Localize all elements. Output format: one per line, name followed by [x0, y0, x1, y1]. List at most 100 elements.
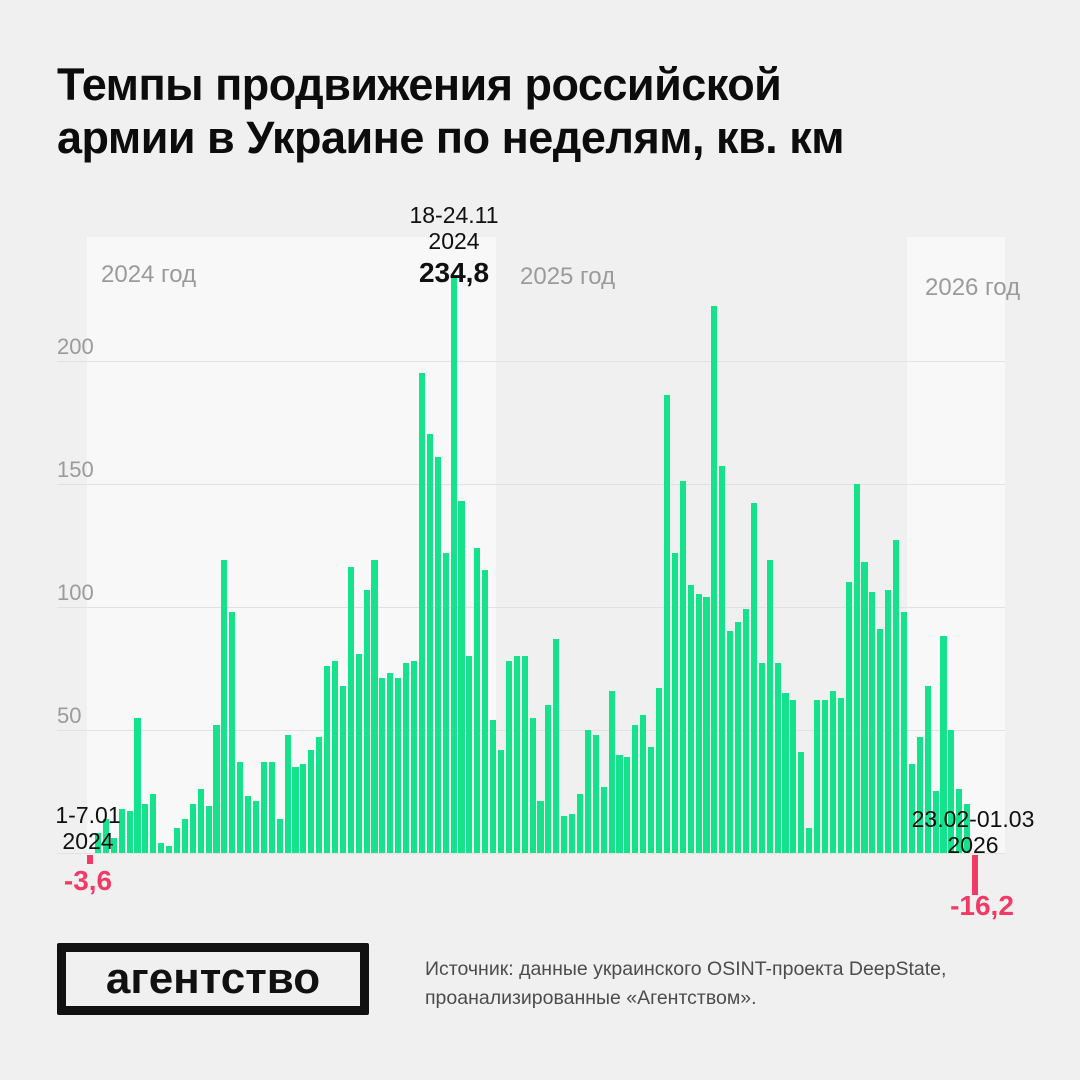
bar-week-16 — [205, 806, 212, 853]
bar-week-54 — [505, 660, 512, 853]
bar-week-7 — [134, 717, 141, 853]
bar-week-110 — [948, 729, 955, 853]
bar-week-23 — [260, 761, 267, 853]
bar-week-113 — [972, 855, 979, 895]
agentstvo-logo-text: агентство — [105, 954, 321, 1003]
bar-week-72 — [648, 747, 655, 853]
peak-date-line1: 18-24.11 — [409, 202, 499, 228]
bar-week-77 — [687, 584, 694, 853]
bar-week-67 — [608, 690, 615, 853]
page-title-line1: Темпы продвижения российской — [57, 59, 782, 110]
bar-week-30 — [316, 737, 323, 853]
bar-week-73 — [655, 688, 663, 853]
bar-week-90 — [790, 700, 797, 853]
page-title-line2: армии в Украине по неделям, кв. км — [57, 112, 845, 164]
bar-week-40 — [395, 678, 402, 853]
bar-week-111 — [956, 788, 963, 853]
bar-week-51 — [482, 569, 489, 853]
bar-week-103 — [893, 540, 900, 853]
first-week-annotation-value: -3,6 — [63, 865, 113, 896]
bar-week-96 — [837, 697, 844, 853]
bar-week-6 — [126, 811, 133, 853]
first-date-line2: 2024 — [62, 828, 114, 855]
bar-week-38 — [379, 678, 386, 853]
bar-week-39 — [387, 673, 394, 853]
year-label-2024: 2024 год — [101, 261, 197, 288]
bar-week-97 — [845, 582, 852, 853]
source-line2: проанализированные «Агентством». — [425, 987, 757, 1010]
bar-week-61 — [561, 816, 568, 853]
bar-week-32 — [331, 660, 339, 853]
peak-annotation-value: 234,8 — [418, 256, 490, 288]
bar-week-14 — [189, 803, 196, 853]
bar-week-37 — [371, 560, 378, 853]
bar-week-52 — [490, 720, 497, 853]
bar-week-48 — [458, 500, 465, 853]
bar-week-83 — [735, 621, 742, 853]
bar-week-27 — [292, 766, 299, 853]
bar-week-88 — [774, 663, 781, 853]
page-title: Темпы продвижения российской армии в Укр… — [57, 58, 1017, 164]
bar-week-99 — [861, 562, 868, 853]
bar-week-98 — [853, 483, 860, 853]
bar-week-59 — [545, 705, 552, 853]
bar-week-46 — [442, 552, 449, 853]
bar-week-5 — [118, 808, 125, 853]
agentstvo-logo: агентство — [57, 943, 369, 1015]
peak-annotation: 18-24.11 2024 234,8 — [409, 202, 498, 289]
bar-week-47 — [450, 274, 457, 853]
y-axis-tick-100: 100 — [57, 579, 94, 605]
y-axis-tick-50: 50 — [57, 702, 82, 728]
last-week-annotation-date: 23.02-01.03 2026 — [912, 806, 1035, 859]
bar-week-65 — [592, 734, 599, 853]
bar-week-78 — [695, 594, 702, 853]
bar-week-53 — [497, 749, 505, 853]
bar-week-104 — [900, 611, 908, 853]
bar-week-74 — [663, 395, 670, 853]
source-note: Источник: данные украинского OSINT-проек… — [425, 955, 1005, 1014]
bar-week-34 — [347, 567, 354, 853]
bar-week-13 — [181, 818, 188, 853]
last-date-line2: 2026 — [947, 832, 999, 859]
bar-week-18 — [221, 560, 228, 853]
bar-week-95 — [829, 690, 836, 853]
bar-week-79 — [703, 596, 710, 853]
bar-week-66 — [600, 786, 607, 853]
bar-week-43 — [418, 372, 425, 853]
bar-week-26 — [284, 734, 291, 853]
bar-week-109 — [940, 636, 947, 853]
bar-week-101 — [877, 628, 884, 853]
year-band-2026 — [907, 237, 1005, 853]
bar-week-55 — [513, 656, 520, 853]
bar-week-94 — [821, 700, 829, 853]
bar-week-85 — [750, 503, 757, 853]
peak-annotation-date: 18-24.11 2024 — [409, 202, 498, 255]
bar-week-106 — [916, 737, 923, 853]
year-label-2026: 2026 год — [925, 274, 1021, 301]
gridline-0 — [57, 853, 1005, 854]
gridline-100 — [57, 606, 1005, 608]
bar-week-35 — [355, 653, 362, 853]
bar-week-1 — [87, 855, 94, 864]
bar-week-89 — [782, 692, 789, 853]
bar-week-91 — [798, 752, 805, 853]
bar-week-31 — [324, 665, 331, 853]
bar-week-3 — [102, 818, 109, 853]
bar-week-15 — [197, 788, 204, 853]
bar-week-75 — [671, 552, 678, 853]
bar-week-80 — [711, 306, 718, 853]
bar-week-92 — [806, 828, 813, 853]
peak-date-line2: 2024 — [428, 228, 480, 255]
source-line1: Источник: данные украинского OSINT-проек… — [425, 958, 947, 980]
bar-week-71 — [640, 715, 647, 853]
bar-week-11 — [166, 845, 173, 853]
bar-week-87 — [766, 560, 773, 853]
bar-week-112 — [964, 803, 971, 853]
bar-week-102 — [885, 589, 892, 853]
last-date-line1: 23.02-01.03 — [911, 806, 1035, 832]
bar-week-76 — [679, 481, 686, 853]
bar-week-9 — [150, 793, 157, 853]
bar-week-62 — [569, 813, 576, 853]
bar-week-44 — [426, 434, 433, 853]
bar-week-64 — [584, 729, 591, 853]
